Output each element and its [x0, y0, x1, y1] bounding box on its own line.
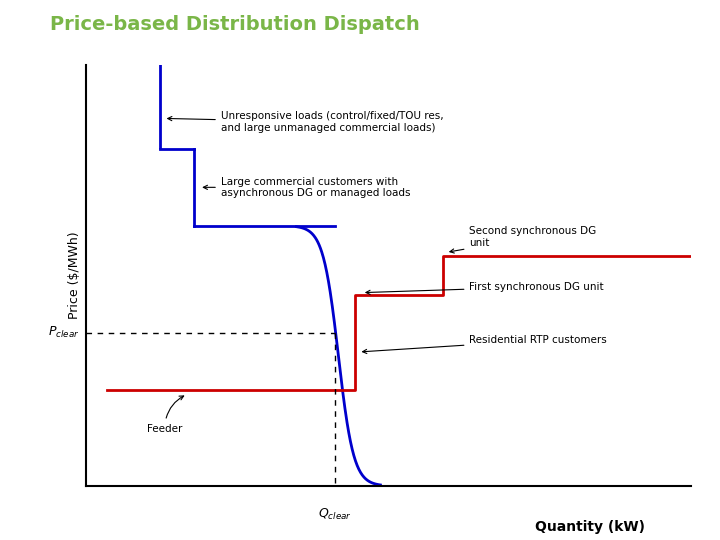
- Text: Feeder: Feeder: [147, 396, 184, 434]
- Text: Second synchronous DG
unit: Second synchronous DG unit: [450, 226, 597, 253]
- Text: $P_{clear}$: $P_{clear}$: [48, 325, 80, 340]
- Y-axis label: Price ($/MWh): Price ($/MWh): [68, 232, 81, 319]
- Text: First synchronous DG unit: First synchronous DG unit: [366, 282, 604, 294]
- Text: Large commercial customers with
asynchronous DG or managed loads: Large commercial customers with asynchro…: [203, 177, 410, 198]
- Text: $Q_{clear}$: $Q_{clear}$: [318, 507, 352, 522]
- Text: Residential RTP customers: Residential RTP customers: [363, 335, 607, 354]
- Text: Unresponsive loads (control/fixed/TOU res,
and large unmanaged commercial loads): Unresponsive loads (control/fixed/TOU re…: [168, 111, 444, 133]
- Text: Price-based Distribution Dispatch: Price-based Distribution Dispatch: [50, 15, 420, 34]
- Text: Quantity (kW): Quantity (kW): [536, 521, 645, 535]
